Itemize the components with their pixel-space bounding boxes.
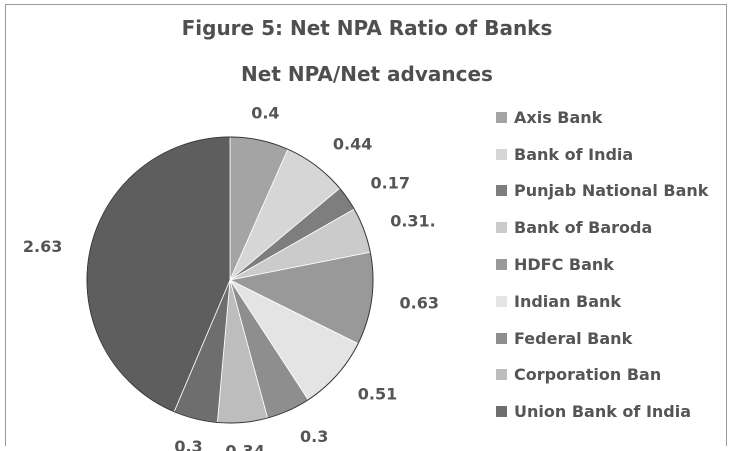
data-label-hdfc-bank: 0.63 — [400, 294, 439, 313]
legend-item-axis-bank: Axis Bank — [496, 99, 708, 136]
chart-legend: Axis Bank Bank of India Punjab National Ba… — [496, 99, 708, 430]
pie-slices — [86, 136, 374, 424]
data-label-bank-of-india: 0.44 — [333, 135, 372, 154]
legend-swatch — [496, 148, 507, 160]
data-label-axis-bank: 0.4 — [251, 104, 279, 123]
legend-item-bank-of-india: Bank of India — [496, 136, 708, 173]
legend-swatch — [496, 406, 507, 418]
legend-item-indian-bank: Indian Bank — [496, 283, 708, 320]
legend-label: Punjab National Bank — [514, 181, 709, 201]
data-label-union-bank-of-india: 0.3 — [174, 437, 202, 451]
chart-subtitle: Net NPA/Net advances — [241, 62, 493, 86]
legend-item-corporation-ban: Corporation Ban — [496, 357, 708, 394]
legend-item-hdfc-bank: HDFC Bank — [496, 246, 708, 283]
legend-item-federal-bank: Federal Bank — [496, 320, 708, 357]
legend-label: HDFC Bank — [514, 255, 614, 275]
legend-label: Axis Bank — [514, 107, 603, 127]
legend-item-union-bank-of-india: Union Bank of India — [496, 393, 708, 430]
data-label-corporation-ban: 0.34 — [225, 441, 264, 451]
legend-label: Bank of Baroda — [514, 218, 653, 238]
legend-label: Bank of India — [514, 144, 634, 164]
legend-swatch — [496, 369, 507, 381]
data-label-unlabeled: 2.63 — [23, 237, 62, 256]
pie-outline — [86, 136, 374, 424]
data-label-federal-bank: 0.3 — [300, 427, 328, 446]
legend-label: Union Bank of India — [514, 402, 692, 422]
data-label-indian-bank: 0.51 — [358, 385, 397, 404]
legend-swatch — [496, 222, 507, 234]
legend-swatch — [496, 332, 507, 344]
pie-data-labels: 0.4 0.44 0.17 0.31. 0.63 0.51 0.3 0.34 0.3 2.63 — [23, 104, 439, 451]
legend-swatch — [496, 295, 507, 307]
data-label-punjab-national-bank: 0.17 — [371, 174, 410, 193]
legend-swatch — [496, 185, 507, 197]
legend-item-bank-of-baroda: Bank of Baroda — [496, 209, 708, 246]
legend-label: Indian Bank — [514, 291, 622, 311]
legend-label: Corporation Ban — [514, 365, 662, 385]
data-label-bank-of-baroda: 0.31. — [390, 211, 436, 230]
legend-swatch — [496, 259, 507, 271]
legend-item-punjab-national-bank: Punjab National Bank — [496, 173, 708, 210]
legend-label: Federal Bank — [514, 328, 633, 348]
legend-swatch — [496, 111, 507, 123]
chart-title: Figure 5: Net NPA Ratio of Banks — [181, 16, 553, 40]
chart-frame — [5, 4, 727, 446]
